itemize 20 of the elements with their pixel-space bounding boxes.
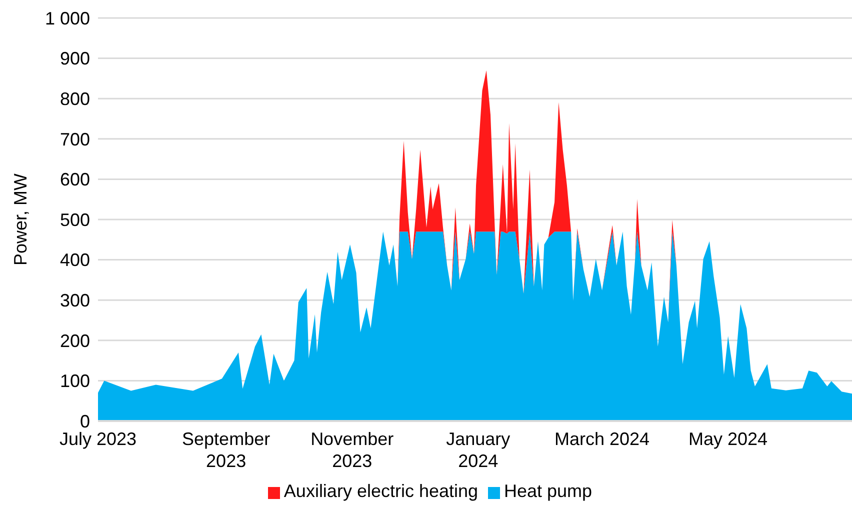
x-tick-label: May 2024 — [688, 429, 768, 449]
legend-label: Heat pump — [504, 481, 592, 501]
x-tick-label: March 2024 — [554, 429, 650, 449]
y-tick-label: 600 — [60, 170, 90, 190]
y-tick-label: 1 000 — [44, 8, 90, 28]
y-tick-label: 400 — [60, 250, 90, 270]
y-axis-title: Power, MW — [10, 173, 30, 266]
y-tick-label: 900 — [60, 48, 90, 69]
x-tick-label: July 2023 — [59, 429, 137, 449]
y-tick-label: 300 — [60, 290, 90, 310]
x-tick-label: September 2023 — [182, 429, 270, 471]
y-tick-label: 800 — [60, 88, 90, 109]
legend-label: Auxiliary electric heating — [284, 481, 478, 501]
y-tick-label: 700 — [60, 129, 90, 150]
y-tick-label: 200 — [60, 330, 90, 351]
x-tick-label: November 2023 — [310, 429, 394, 471]
y-tick-label: 500 — [60, 210, 90, 230]
y-tick-label: 0 — [80, 411, 90, 432]
y-tick-label: 100 — [60, 371, 90, 392]
x-tick-label: January 2024 — [446, 429, 510, 471]
